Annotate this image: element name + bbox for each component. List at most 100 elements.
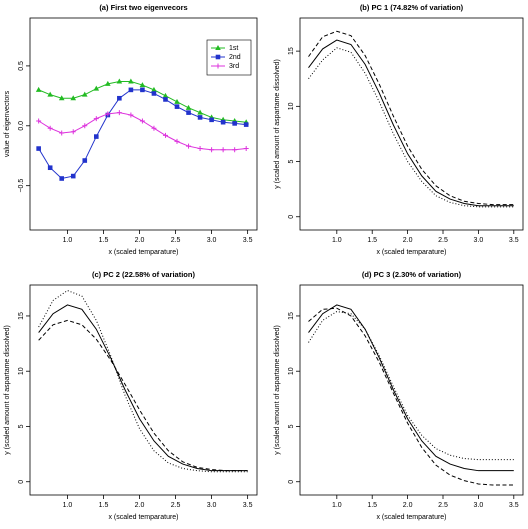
marker	[151, 86, 157, 92]
marker	[162, 92, 169, 98]
series-line	[38, 89, 247, 180]
marker	[116, 110, 122, 116]
series-line	[308, 304, 514, 472]
x-tick-label: 2.5	[171, 502, 181, 509]
marker	[197, 115, 203, 120]
marker	[105, 80, 111, 86]
x-tick-label: 3.0	[207, 502, 217, 509]
x-tick-label: 3.0	[474, 502, 484, 509]
x-tick-label: 1.5	[367, 502, 377, 509]
y-tick-label: 5	[288, 424, 295, 428]
series-line	[38, 319, 248, 472]
marker	[215, 54, 221, 60]
marker	[58, 95, 65, 101]
y-axis-label: y (scaled amount of aspartame dissolved)	[274, 59, 281, 189]
marker	[47, 165, 53, 171]
x-tick-label: 2.0	[135, 502, 145, 509]
x-tick-label: 3.0	[474, 237, 484, 244]
plot-box	[299, 284, 524, 496]
y-tick-label: 0.0	[18, 121, 25, 131]
marker	[220, 147, 226, 153]
x-tick-label: 1.0	[63, 237, 73, 244]
x-tick-label: 1.0	[63, 502, 73, 509]
marker	[162, 132, 168, 138]
x-tick-label: 3.0	[207, 237, 217, 244]
marker	[140, 87, 145, 93]
x-tick-label: 2.5	[438, 237, 448, 244]
panel-title: (d) PC 3 (2.30% of variation)	[362, 270, 462, 279]
x-tick-label: 1.5	[367, 237, 377, 244]
panel-title: (c) PC 2 (22.58% of variation)	[92, 270, 195, 279]
series-line	[308, 30, 514, 206]
marker	[197, 146, 203, 152]
y-axis-label: y (scaled amount of aspartame dissolved)	[274, 325, 281, 455]
plot-box	[29, 284, 258, 496]
marker	[186, 143, 192, 149]
marker	[186, 110, 191, 115]
y-tick-label: 5	[18, 424, 25, 428]
y-tick-label: 5	[288, 159, 295, 163]
y-tick-label: 10	[288, 367, 295, 375]
marker	[70, 129, 76, 135]
marker	[59, 176, 65, 181]
x-tick-label: 2.5	[171, 237, 181, 244]
marker	[59, 130, 65, 136]
y-tick-label: 15	[288, 312, 295, 320]
x-axis-label: x (scaled temparature)	[108, 249, 178, 256]
series-line	[308, 47, 514, 208]
plot-box	[299, 17, 524, 231]
x-tick-label: 3.5	[243, 502, 253, 509]
x-axis-label: x (scaled temparature)	[108, 514, 178, 521]
marker	[215, 63, 221, 69]
x-tick-label: 1.5	[99, 237, 109, 244]
y-tick-label: 0.5	[18, 61, 25, 71]
x-tick-label: 3.5	[243, 237, 253, 244]
marker	[93, 116, 99, 122]
marker	[47, 125, 53, 131]
x-axis-label: x (scaled temparature)	[376, 249, 446, 256]
marker	[36, 146, 41, 151]
marker	[139, 118, 145, 124]
x-tick-label: 2.5	[438, 502, 448, 509]
marker	[243, 122, 249, 127]
y-tick-label: 0	[288, 215, 295, 219]
marker	[220, 119, 226, 125]
legend-label: 1st	[229, 45, 238, 52]
x-axis-label: x (scaled temparature)	[376, 514, 446, 521]
x-tick-label: 3.5	[509, 502, 519, 509]
y-axis-label: value of eigenvectors	[4, 90, 11, 157]
panel-title: (a) First two eigenvecors	[99, 3, 187, 12]
marker	[151, 125, 157, 131]
marker	[128, 87, 134, 93]
y-tick-label: 0	[288, 480, 295, 484]
marker	[174, 104, 180, 109]
x-tick-label: 2.0	[403, 502, 413, 509]
marker	[243, 146, 249, 152]
marker	[151, 91, 157, 96]
marker	[209, 117, 214, 123]
y-tick-label: −0.5	[18, 179, 25, 193]
marker	[174, 138, 180, 144]
marker	[117, 95, 122, 101]
y-tick-label: 10	[288, 102, 295, 110]
marker	[139, 82, 146, 88]
marker	[93, 134, 99, 139]
y-axis-label: y (scaled amount of aspartame dissolved)	[4, 325, 11, 455]
x-tick-label: 1.0	[332, 502, 342, 509]
legend-label: 2nd	[229, 54, 241, 61]
marker	[209, 147, 215, 153]
plot-box	[29, 17, 258, 231]
x-tick-label: 1.0	[332, 237, 342, 244]
marker	[36, 118, 42, 124]
y-tick-label: 10	[18, 367, 25, 375]
series-line	[308, 39, 514, 207]
legend-label: 3rd	[229, 63, 239, 70]
series-line	[38, 304, 248, 472]
y-tick-label: 15	[288, 47, 295, 55]
x-tick-label: 2.0	[135, 237, 145, 244]
marker	[163, 97, 168, 102]
marker	[93, 85, 100, 91]
series-line	[38, 289, 248, 473]
series-line	[308, 311, 514, 461]
